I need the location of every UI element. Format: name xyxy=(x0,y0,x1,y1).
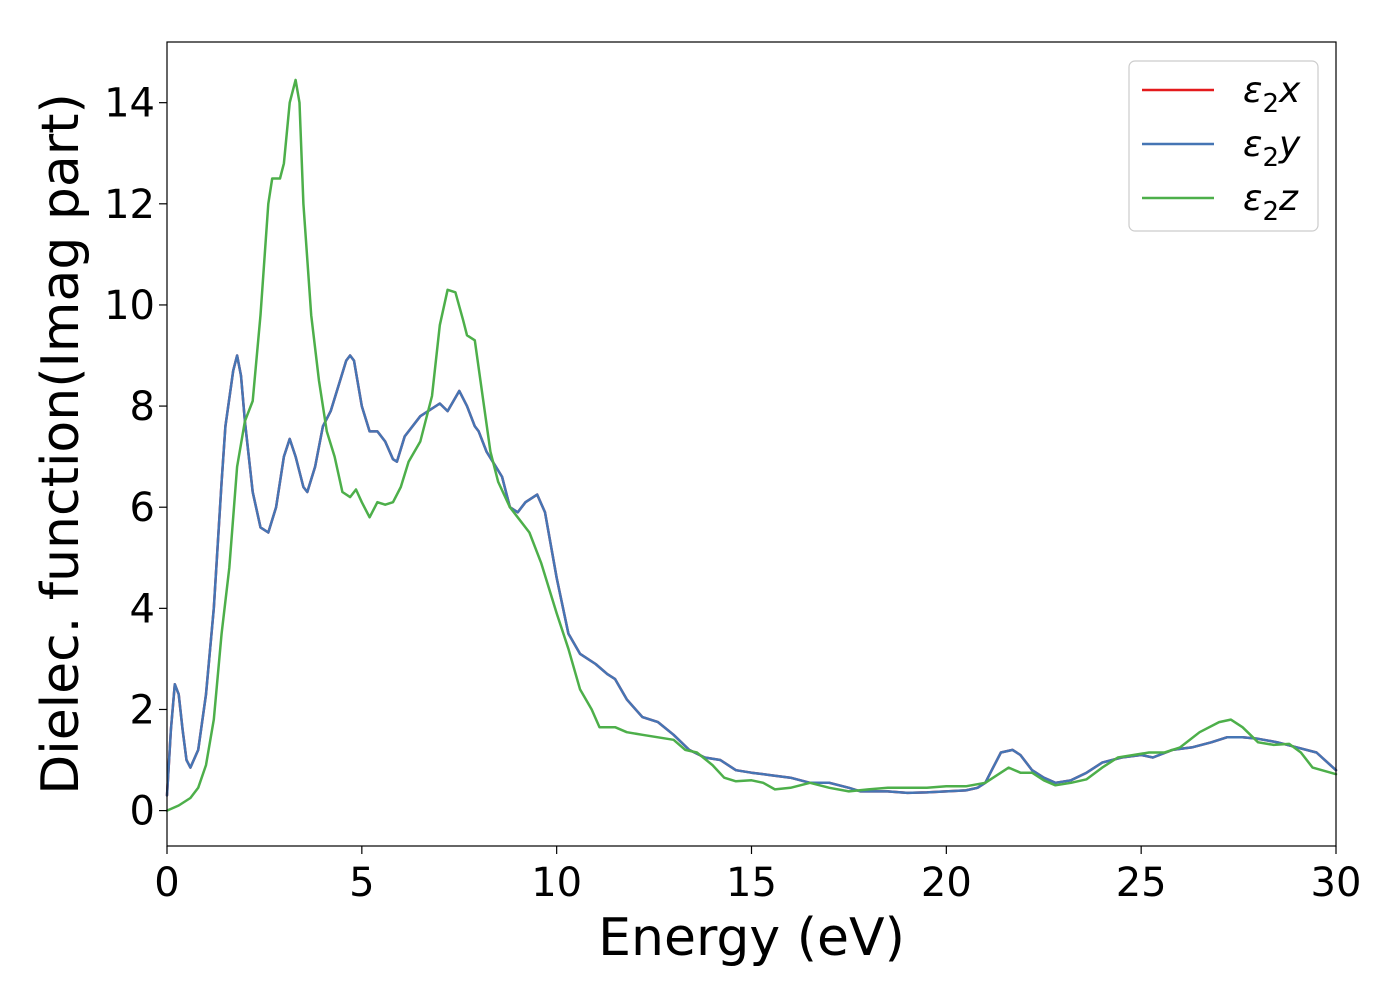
legend-label-symbol: ε xyxy=(1243,178,1262,219)
legend-item-x: ε2x xyxy=(1142,70,1301,119)
legend-item-y: ε2y xyxy=(1142,124,1301,173)
legend-item-z: ε2z xyxy=(1142,178,1299,227)
y-tick-label: 8 xyxy=(130,384,155,430)
x-axis-title: Energy (eV) xyxy=(598,908,905,968)
legend-box xyxy=(1128,60,1319,232)
legend-label-axis: z xyxy=(1278,178,1299,219)
y-tick-label: 6 xyxy=(130,485,155,531)
y-axis: 0 2 4 6 8 10 12 14 xyxy=(104,81,167,835)
legend-label-subscript: 2 xyxy=(1262,89,1279,119)
legend-label-subscript: 2 xyxy=(1262,197,1279,227)
x-tick-label: 20 xyxy=(921,860,972,906)
y-tick-label: 2 xyxy=(130,687,155,733)
x-tick-label: 5 xyxy=(349,860,374,906)
legend-label-axis: x xyxy=(1278,70,1301,111)
y-tick-label: 0 xyxy=(130,789,155,835)
legend-label: ε2z xyxy=(1243,178,1299,227)
series-line-z xyxy=(165,78,1338,812)
legend-label: ε2y xyxy=(1243,124,1301,173)
y-tick-label: 12 xyxy=(104,182,155,228)
x-tick-label: 15 xyxy=(726,860,777,906)
legend-label-axis: y xyxy=(1278,124,1301,165)
x-tick-label: 25 xyxy=(1116,860,1167,906)
x-axis: 0 5 10 15 20 25 30 xyxy=(154,846,1361,906)
y-tick-label: 10 xyxy=(104,283,155,329)
legend-label-subscript: 2 xyxy=(1262,143,1279,173)
y-tick-label: 14 xyxy=(104,81,155,127)
x-tick-label: 0 xyxy=(154,860,179,906)
legend-label: ε2x xyxy=(1243,70,1301,119)
y-axis-title: Dielec. function(Imag part) xyxy=(31,93,91,795)
x-tick-label: 30 xyxy=(1311,860,1362,906)
y-tick-label: 4 xyxy=(130,586,155,632)
series-line-y xyxy=(165,354,1338,797)
x-tick-label: 10 xyxy=(531,860,582,906)
legend-label-symbol: ε xyxy=(1243,124,1262,165)
series-layer xyxy=(165,78,1338,812)
series-line-x xyxy=(165,354,1338,797)
legend-label-symbol: ε xyxy=(1243,70,1262,111)
